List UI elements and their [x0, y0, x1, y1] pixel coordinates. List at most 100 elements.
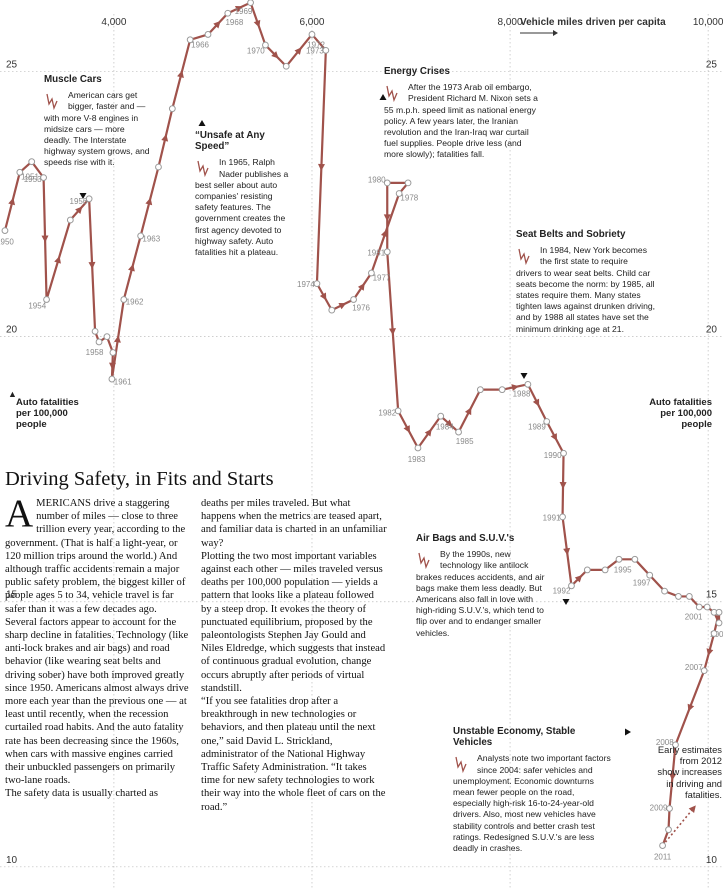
- x-tick-label: 10,000: [693, 17, 723, 28]
- x-tick-label: 6,000: [299, 17, 324, 28]
- data-point: [168, 105, 176, 113]
- data-point: [108, 375, 116, 383]
- article-paragraph: MERICANS drive a staggering number of mi…: [5, 498, 186, 615]
- data-point: [615, 555, 623, 563]
- year-label: 1995: [614, 566, 632, 575]
- data-point: [665, 826, 672, 834]
- direction-arrow: [177, 70, 184, 79]
- data-point: [109, 349, 117, 356]
- year-label: 1984: [436, 422, 454, 431]
- y-tick-label: 20: [706, 325, 718, 336]
- year-label: 1951: [21, 172, 39, 181]
- annotation-heading: Air Bags and S.U.V.'s: [416, 533, 515, 544]
- direction-arrow: [318, 163, 326, 171]
- data-point: [560, 449, 567, 457]
- annotation-unstable-economy: Unstable Economy, Stable Vehicles Analys…: [453, 726, 613, 854]
- data-point: [85, 195, 93, 203]
- annotation-pointer: [79, 193, 87, 199]
- year-label: 1973: [306, 47, 324, 56]
- annotation-air-bags: Air Bags and S.U.V.'s By the 1990s, new …: [416, 533, 552, 639]
- y-label-line: Auto fatalities: [649, 397, 712, 408]
- data-point: [350, 296, 357, 303]
- data-point: [414, 444, 422, 452]
- direction-arrow: [380, 229, 388, 238]
- direction-arrow: [383, 214, 391, 222]
- direction-arrow: [271, 51, 279, 59]
- annotation-heading: “Unsafe at Any Speed”: [195, 130, 265, 153]
- year-label: 1968: [225, 18, 243, 27]
- year-label: 1983: [408, 455, 426, 464]
- article-paragraph: The safety data is usually charted as: [5, 788, 158, 800]
- annotation-pointer: [625, 728, 631, 736]
- year-label: 2009: [650, 804, 668, 813]
- series-segment: [310, 33, 327, 52]
- y-tick-label: 25: [706, 60, 718, 71]
- year-label: 2007: [685, 663, 703, 672]
- data-point: [543, 418, 551, 425]
- direction-arrow: [319, 292, 327, 301]
- year-label: 1978: [400, 194, 418, 203]
- direction-arrow: [389, 328, 396, 336]
- series-segment: [648, 574, 666, 593]
- y-label-line: Auto fatalities: [16, 397, 79, 408]
- year-label: 2001: [685, 612, 703, 621]
- annotation-heading: Seat Belts and Sobriety: [516, 229, 626, 240]
- data-point: [1, 227, 9, 235]
- data-point: [28, 158, 36, 166]
- y-tick-label: 10: [706, 855, 718, 866]
- direction-arrow: [563, 547, 571, 556]
- x-axis-arrowhead: [553, 30, 558, 36]
- direction-arrow: [424, 428, 432, 437]
- year-label: 1990: [544, 451, 562, 460]
- direction-arrow: [669, 773, 677, 781]
- y-axis-label-right: Auto fatalities per 100,000 people: [640, 397, 712, 430]
- direction-arrow: [445, 419, 453, 427]
- data-point: [559, 513, 566, 521]
- year-label: 1961: [114, 377, 132, 386]
- year-label: 1977: [373, 273, 391, 282]
- direction-arrow: [294, 47, 302, 55]
- annotation-pointer: [379, 94, 387, 100]
- direction-arrow: [128, 263, 135, 272]
- data-point: [715, 608, 723, 616]
- direction-arrow: [54, 255, 61, 264]
- y-tick-label: 15: [706, 590, 718, 601]
- annotation-heading: Unstable Economy, Stable Vehicles: [453, 726, 576, 749]
- direction-arrow: [403, 425, 410, 433]
- data-point: [204, 31, 212, 38]
- series-segment: [667, 807, 671, 831]
- data-point: [659, 842, 666, 849]
- data-point: [395, 190, 403, 197]
- data-point: [224, 9, 232, 17]
- direction-arrow: [41, 235, 49, 243]
- article-paragraph: “If you see fatalities drop after a brea…: [201, 696, 386, 813]
- year-label: 1950: [0, 238, 14, 247]
- annotation-heading: Energy Crises: [384, 66, 450, 77]
- drop-cap: A: [5, 492, 34, 535]
- data-point: [715, 619, 723, 627]
- annotation-early-estimates: Early estimates from 2012 show increases…: [657, 744, 722, 800]
- annotation-body: Analysts note two important factors sinc…: [453, 753, 611, 854]
- annotation-pointer: [198, 120, 206, 126]
- data-point: [40, 174, 47, 182]
- year-label: 1982: [378, 409, 396, 418]
- direction-arrow: [532, 398, 540, 407]
- annotation-body: After the 1973 Arab oil embargo, Preside…: [384, 82, 538, 160]
- steering-wheel-icon: [455, 757, 467, 774]
- data-point: [322, 46, 330, 54]
- x-axis-title: Vehicle miles driven per capita: [520, 17, 666, 28]
- y-tick-label: 20: [6, 325, 18, 336]
- direction-arrow: [75, 206, 83, 214]
- y-label-line: people: [16, 419, 47, 430]
- annotation-body: In 1965, Ralph Nader publishes a best se…: [195, 157, 289, 258]
- y-label-line: per 100,000: [16, 408, 68, 419]
- direction-arrow: [145, 197, 153, 206]
- annotation-body: By the 1990s, new technology like antilo…: [416, 549, 545, 638]
- data-point: [710, 630, 718, 637]
- annotation-body: American cars get bigger, faster and — w…: [44, 90, 150, 168]
- data-point: [328, 306, 336, 314]
- direction-arrow: [559, 482, 567, 490]
- data-point: [476, 386, 484, 394]
- data-point: [675, 593, 682, 600]
- annotation-heading: Muscle Cars: [44, 74, 102, 85]
